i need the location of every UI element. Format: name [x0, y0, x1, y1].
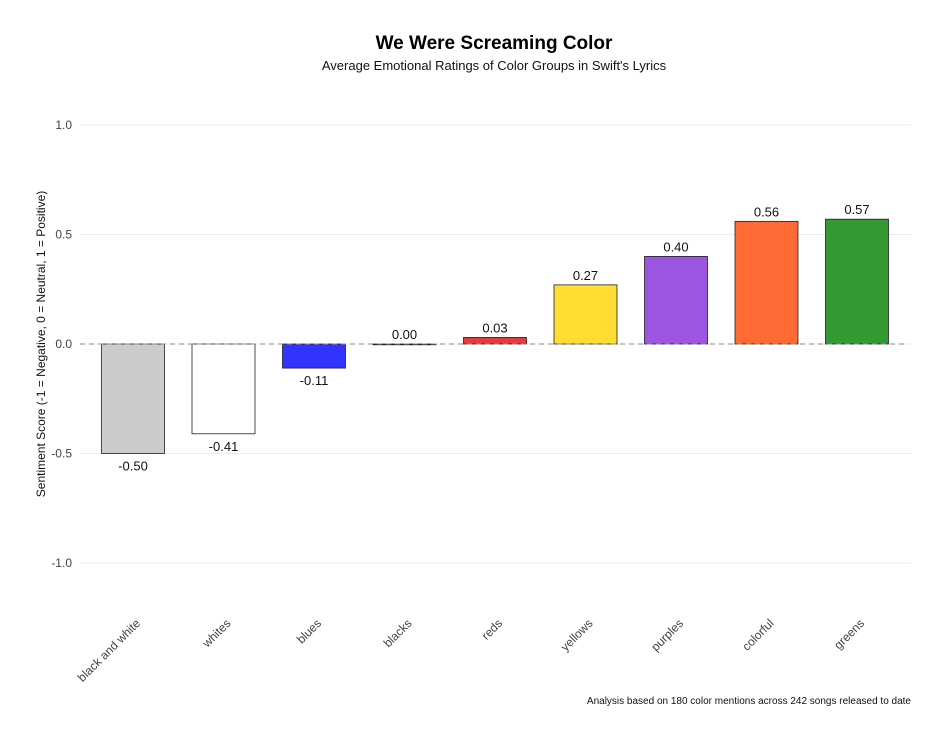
y-tick-label: 0.5	[55, 228, 72, 242]
bar	[191, 343, 256, 435]
data-labels: -0.50 -0.41 -0.11 0.00 0.03 0.27 0.40 0.56 0.57	[118, 202, 869, 473]
data-label: 0.56	[754, 204, 779, 219]
y-axis-ticks: 1.0 0.5 0.0 -0.5 -1.0	[51, 118, 72, 570]
bar	[282, 343, 346, 369]
x-tick-label: reds	[479, 616, 505, 642]
data-label: 0.57	[844, 202, 869, 217]
bar	[101, 343, 165, 454]
bars	[101, 218, 889, 454]
x-tick-label: colorful	[739, 616, 776, 653]
bar	[825, 218, 889, 345]
bar	[644, 255, 708, 345]
y-tick-label: 1.0	[55, 118, 72, 132]
x-tick-label: purples	[648, 616, 686, 654]
bar	[463, 337, 527, 345]
data-label: 0.03	[482, 320, 507, 335]
chart-caption: Analysis based on 180 color mentions acr…	[587, 696, 912, 707]
x-tick-label: greens	[831, 616, 867, 652]
data-label: -0.41	[209, 439, 239, 454]
x-axis-ticks: black and white whites blues blacks reds yell…	[75, 616, 867, 685]
y-tick-label: -0.5	[51, 447, 72, 461]
bar	[734, 220, 799, 345]
data-label: 0.00	[392, 327, 417, 342]
bar	[553, 284, 618, 345]
data-label: -0.50	[118, 459, 148, 474]
data-label: 0.27	[573, 268, 598, 283]
chart-subtitle: Average Emotional Ratings of Color Group…	[322, 58, 667, 73]
chart-title: We Were Screaming Color	[376, 33, 613, 54]
y-tick-label: -1.0	[51, 556, 72, 570]
data-label: -0.11	[300, 373, 329, 388]
x-tick-label: yellows	[558, 616, 596, 654]
y-axis-label: Sentiment Score (-1 = Negative, 0 = Neut…	[34, 191, 48, 497]
x-tick-label: blues	[294, 616, 324, 646]
data-label: 0.40	[663, 239, 688, 254]
x-tick-label: whites	[199, 616, 234, 651]
x-tick-label: blacks	[381, 616, 415, 650]
y-tick-label: 0.0	[55, 337, 72, 351]
x-tick-label: black and white	[75, 616, 144, 685]
